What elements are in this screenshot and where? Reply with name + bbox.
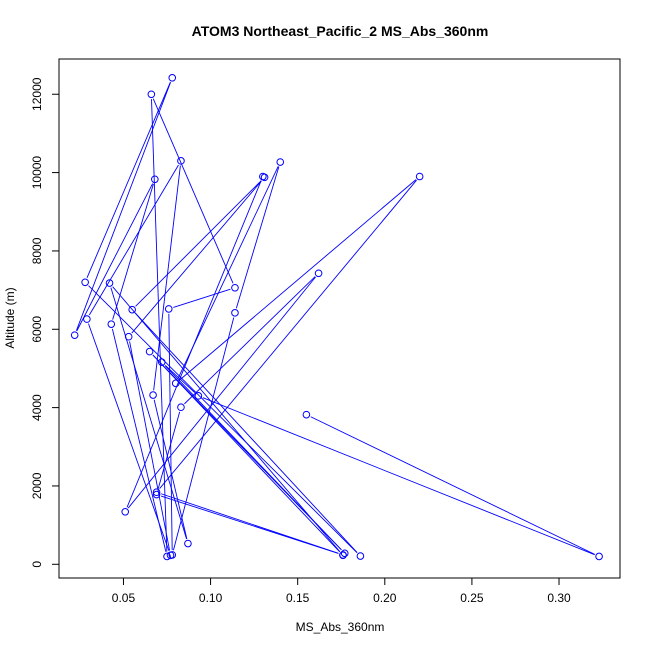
series-segment xyxy=(179,179,417,381)
series-segment xyxy=(135,312,358,553)
chart-title: ATOM3 Northeast_Pacific_2 MS_Abs_360nm xyxy=(192,23,489,39)
data-point xyxy=(157,358,166,366)
data-point xyxy=(231,283,239,292)
series-segment xyxy=(110,287,187,540)
data-point xyxy=(595,552,603,561)
series-segment xyxy=(135,180,262,307)
y-tick-label: 12000 xyxy=(30,77,44,111)
data-point xyxy=(151,175,159,184)
series-segment xyxy=(75,82,171,331)
data-point xyxy=(81,278,89,287)
data-point xyxy=(177,403,185,412)
series-segment xyxy=(111,328,167,552)
plot-frame xyxy=(58,58,621,579)
series-segment xyxy=(159,179,417,489)
data-point xyxy=(339,551,347,559)
series-segment xyxy=(152,354,341,553)
y-tick-label: 10000 xyxy=(30,156,44,190)
series-segment xyxy=(88,323,170,551)
series-segment xyxy=(202,397,595,556)
data-point xyxy=(83,315,91,323)
data-point xyxy=(105,279,114,287)
series-segment xyxy=(76,183,154,332)
data-point xyxy=(149,391,157,399)
x-axis-label: MS_Abs_360nm xyxy=(296,620,385,634)
series-segment xyxy=(157,411,181,491)
data-point xyxy=(168,551,177,559)
series-segment xyxy=(184,276,316,405)
data-point xyxy=(231,309,239,317)
series-segment xyxy=(235,166,280,309)
series-segment xyxy=(88,285,358,553)
data-point xyxy=(152,490,161,499)
data-point xyxy=(70,331,79,339)
x-tick-label: 0.30 xyxy=(547,591,571,605)
y-tick-label: 4000 xyxy=(30,394,44,421)
series-segment xyxy=(310,416,595,555)
data-point xyxy=(340,549,349,558)
series-segment xyxy=(131,180,262,334)
data-point xyxy=(177,157,185,165)
series-segment xyxy=(151,99,168,552)
data-point xyxy=(121,508,130,516)
series-points xyxy=(70,74,603,561)
x-tick-label: 0.10 xyxy=(199,591,223,605)
series-segment xyxy=(153,399,188,539)
y-tick-label: 2000 xyxy=(30,472,44,499)
series-segment xyxy=(129,341,171,551)
data-point xyxy=(314,269,323,278)
data-point xyxy=(276,158,285,166)
data-point xyxy=(302,410,311,419)
data-point xyxy=(194,392,203,400)
data-point xyxy=(128,305,136,314)
data-point xyxy=(415,172,424,181)
y-axis-label: Altitude (m) xyxy=(3,287,17,348)
y-axis: 0 2000 4000 6000 8000 10000 12000 xyxy=(30,77,59,568)
series-segment xyxy=(88,164,179,316)
x-tick-label: 0.05 xyxy=(112,591,136,605)
series-segment xyxy=(112,286,341,552)
series-segment xyxy=(86,82,171,279)
data-point xyxy=(124,332,133,341)
series-segment xyxy=(112,183,154,320)
data-point xyxy=(163,552,171,561)
data-point xyxy=(107,320,116,328)
y-tick-label: 8000 xyxy=(30,237,44,264)
x-tick-label: 0.20 xyxy=(373,591,397,605)
data-point xyxy=(184,539,192,548)
data-point xyxy=(356,552,365,560)
data-point xyxy=(164,305,173,313)
data-point xyxy=(259,172,267,181)
data-point xyxy=(171,379,180,388)
series-segment xyxy=(126,180,262,508)
series-segment xyxy=(152,98,234,284)
y-tick-label: 0 xyxy=(30,561,44,568)
data-point xyxy=(168,74,177,82)
y-tick-label: 6000 xyxy=(30,316,44,343)
data-point xyxy=(152,488,161,497)
x-tick-label: 0.15 xyxy=(286,591,310,605)
x-axis: 0.05 0.10 0.15 0.20 0.25 0.30 xyxy=(112,578,571,605)
x-tick-label: 0.25 xyxy=(460,591,484,605)
series-segment xyxy=(153,165,181,391)
data-point xyxy=(147,90,156,99)
data-point xyxy=(145,347,154,356)
series-lines xyxy=(75,82,595,556)
series-segment xyxy=(173,317,235,551)
series-segment xyxy=(160,495,339,554)
series-segment xyxy=(168,313,173,551)
series-segment xyxy=(127,276,316,509)
series-segment xyxy=(173,288,231,308)
